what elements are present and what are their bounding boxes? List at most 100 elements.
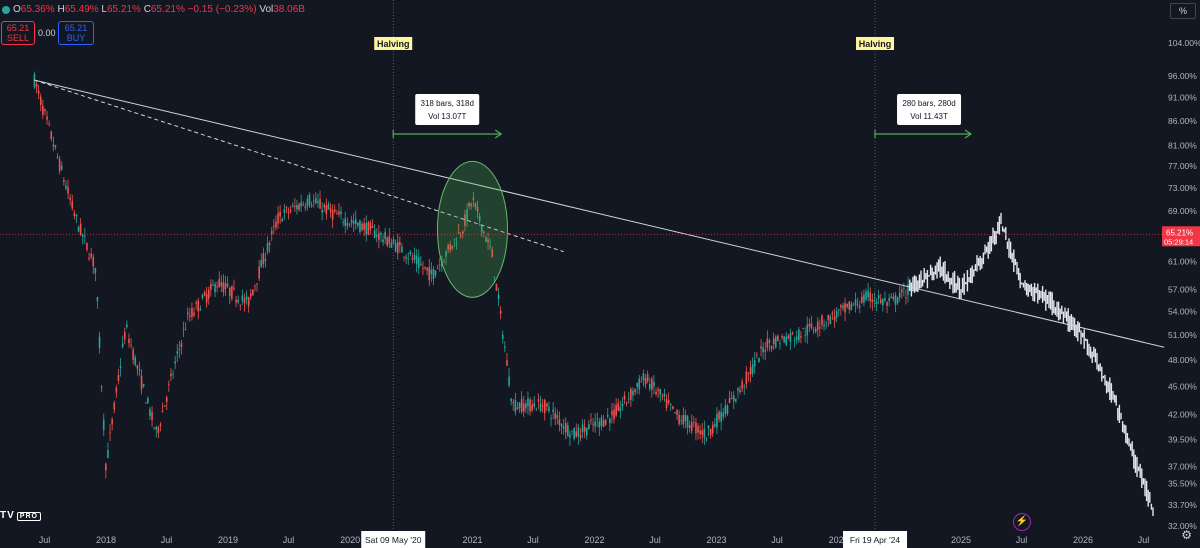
candle-body	[873, 300, 876, 302]
price-tick: 96.00%	[1168, 71, 1197, 81]
candle-body	[900, 289, 903, 293]
price-tick: 48.00%	[1168, 355, 1197, 365]
candle-body	[144, 402, 147, 404]
candle-body	[411, 257, 414, 260]
candle-body	[821, 315, 823, 325]
candle-body	[56, 156, 59, 158]
candle-body	[903, 287, 905, 289]
candle-body	[804, 335, 806, 336]
candle-body	[856, 304, 859, 306]
candle-body	[571, 430, 573, 432]
candle-body	[319, 199, 321, 209]
candle-body	[287, 211, 290, 213]
candle-body	[737, 388, 739, 391]
candle-body	[300, 202, 302, 207]
percent-scale-toggle[interactable]: %	[1170, 3, 1196, 19]
price-axis: 104.00% 96.00% 91.00% 86.00% 81.00% 77.00% 73.…	[1162, 38, 1200, 531]
candle-body	[863, 294, 865, 303]
candle-body	[711, 424, 714, 434]
candle-body	[905, 297, 907, 299]
time-tick: Jul	[1016, 535, 1028, 545]
candle-body	[176, 351, 179, 354]
candle-body	[140, 375, 143, 390]
candle-body	[197, 300, 200, 312]
candle-body	[789, 333, 792, 342]
candle-body	[777, 335, 779, 342]
spread-value: 0.00	[38, 28, 56, 38]
trendlines	[34, 79, 1165, 348]
candle-body	[457, 231, 460, 234]
candle-body	[455, 243, 458, 245]
candle-body	[432, 268, 435, 280]
time-tick: 2026	[1073, 535, 1093, 545]
price-tick: 69.00%	[1168, 206, 1197, 216]
candle-body	[155, 426, 158, 430]
ohlc-key: C	[143, 4, 151, 15]
candle-body	[678, 414, 680, 424]
candle-body	[168, 384, 170, 386]
time-tick: Jul	[161, 535, 173, 545]
candle-body	[193, 312, 195, 316]
price-tick: 73.00%	[1168, 183, 1197, 193]
candle-body	[459, 235, 462, 237]
flash-icon[interactable]: ⚡	[1013, 513, 1031, 531]
candle-body	[667, 400, 670, 404]
candle-body	[386, 237, 389, 246]
candle-body	[527, 398, 529, 407]
candle-body	[262, 253, 265, 265]
candle-body	[892, 296, 895, 299]
ohlc-key: O	[13, 4, 21, 15]
candle-body	[581, 424, 584, 433]
ohlc-value: 65.21%	[150, 4, 188, 15]
buy-button[interactable]: 65.21 BUY	[58, 21, 94, 45]
halving-label-bg	[856, 37, 895, 50]
candle-body	[558, 419, 561, 426]
candle-body	[787, 335, 790, 339]
candle-body	[380, 232, 382, 235]
candle-body	[100, 386, 103, 388]
candle-body	[627, 398, 630, 400]
candle-body	[695, 422, 697, 434]
buy-price: 65.21	[64, 23, 88, 33]
candle-body	[298, 204, 300, 211]
candle-body	[321, 209, 323, 213]
candle-body	[119, 366, 122, 369]
candle-body	[228, 287, 231, 297]
candle-body	[170, 373, 172, 377]
gear-icon[interactable]: ⚙	[1181, 528, 1192, 542]
candle-body	[161, 411, 164, 413]
candle-body	[615, 405, 617, 416]
sell-button[interactable]: 65.21 SELL	[1, 21, 35, 45]
candle-body	[361, 223, 363, 231]
candle-body	[348, 223, 351, 225]
candle-body	[283, 209, 286, 213]
price-tick: 61.00%	[1168, 257, 1197, 267]
candle-body	[468, 202, 470, 207]
candle-body	[424, 266, 426, 268]
candle-body	[693, 422, 695, 424]
candle-body	[564, 423, 567, 433]
candle-body	[661, 395, 664, 397]
candle-body	[676, 410, 678, 415]
candle-body	[247, 297, 250, 307]
candle-body	[277, 213, 279, 224]
candle-body	[289, 209, 292, 212]
candle-body	[123, 331, 126, 340]
candle-body	[157, 427, 160, 434]
candle-body	[516, 407, 519, 410]
candle-body	[71, 200, 74, 209]
candle-body	[884, 298, 886, 301]
candle-body	[436, 268, 439, 269]
candle-body	[266, 243, 269, 252]
candle-body	[392, 239, 395, 244]
price-tick: 54.00%	[1168, 307, 1197, 317]
candle-body	[598, 421, 601, 428]
candle-body	[812, 329, 815, 331]
candle-body	[478, 215, 481, 222]
price-countdown: 05:29:14	[1164, 237, 1193, 246]
candle-body	[791, 332, 794, 334]
candle-body	[134, 357, 137, 365]
candle-body	[325, 205, 328, 214]
candle-body	[533, 403, 536, 407]
